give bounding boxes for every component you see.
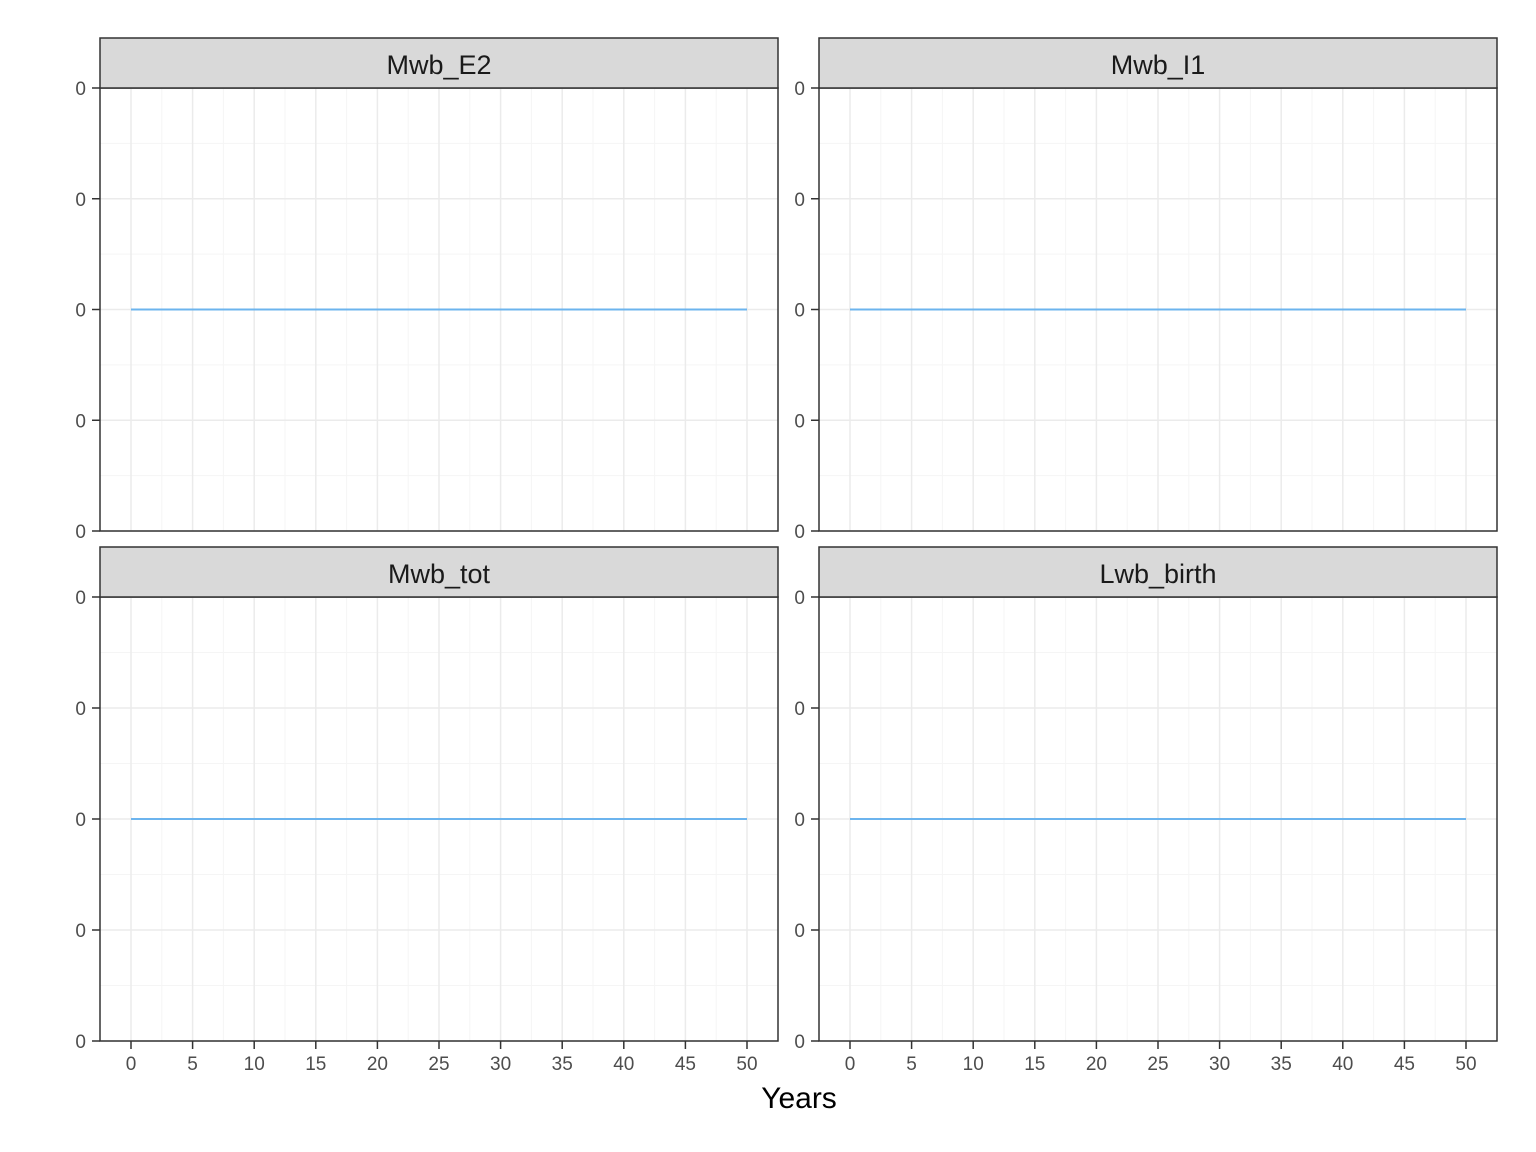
x-tick-label: 30 xyxy=(1209,1054,1230,1075)
strip-title: Mwb_I1 xyxy=(1111,50,1206,80)
y-tick-label: 0 xyxy=(794,301,805,322)
strip-title: Lwb_birth xyxy=(1099,559,1216,589)
y-tick-label: 0 xyxy=(75,301,86,322)
x-tick-label: 50 xyxy=(736,1054,757,1075)
y-tick-label: 0 xyxy=(75,1032,86,1053)
y-tick-label: 0 xyxy=(794,1032,805,1053)
strip-background xyxy=(99,546,779,598)
x-tick-label: 20 xyxy=(367,1054,388,1075)
strip-background xyxy=(99,37,779,89)
y-tick-label: 0 xyxy=(75,79,86,100)
panel-2: Mwb_I1 0 0 0 0 0 xyxy=(794,37,1498,543)
x-tick-label: 40 xyxy=(613,1054,634,1075)
y-tick-label: 0 xyxy=(75,588,86,609)
panels-layer: Mwb_E2 0 0 0 0 0 Mwb_I1 0 0 0 0 0 Mwb_tot 0 0 0 0 0 0 5 10 15… xyxy=(75,37,1498,1075)
y-tick-label: 0 xyxy=(794,921,805,942)
y-tick-label: 0 xyxy=(75,921,86,942)
y-tick-label: 0 xyxy=(794,699,805,720)
x-tick-label: 15 xyxy=(1024,1054,1045,1075)
x-tick-label: 10 xyxy=(244,1054,265,1075)
panel-4: Lwb_birth 0 0 0 0 0 0 5 10 15 20 25 30 35 40 45 50 xyxy=(794,546,1498,1075)
strip-background xyxy=(818,546,1498,598)
x-tick-label: 20 xyxy=(1086,1054,1107,1075)
y-tick-label: 0 xyxy=(794,79,805,100)
x-tick-label: 35 xyxy=(552,1054,573,1075)
x-tick-label: 10 xyxy=(963,1054,984,1075)
x-tick-label: 40 xyxy=(1332,1054,1353,1075)
x-tick-label: 5 xyxy=(906,1054,917,1075)
y-tick-label: 0 xyxy=(794,522,805,543)
strip-title: Mwb_tot xyxy=(388,559,491,589)
y-tick-label: 0 xyxy=(75,190,86,211)
x-tick-label: 0 xyxy=(126,1054,137,1075)
x-tick-label: 25 xyxy=(428,1054,449,1075)
x-tick-label: 45 xyxy=(1394,1054,1415,1075)
x-tick-label: 5 xyxy=(187,1054,198,1075)
y-tick-label: 0 xyxy=(794,411,805,432)
y-tick-label: 0 xyxy=(794,588,805,609)
y-tick-label: 0 xyxy=(75,522,86,543)
y-tick-label: 0 xyxy=(75,699,86,720)
y-tick-label: 0 xyxy=(75,411,86,432)
x-tick-label: 50 xyxy=(1455,1054,1476,1075)
y-tick-label: 0 xyxy=(794,190,805,211)
x-tick-label: 35 xyxy=(1271,1054,1292,1075)
x-tick-label: 0 xyxy=(845,1054,856,1075)
strip-title: Mwb_E2 xyxy=(386,50,491,80)
y-tick-label: 0 xyxy=(794,810,805,831)
panel-3: Mwb_tot 0 0 0 0 0 0 5 10 15 20 25 30 35 40 45 50 xyxy=(75,546,779,1075)
y-tick-label: 0 xyxy=(75,810,86,831)
x-tick-label: 45 xyxy=(675,1054,696,1075)
x-axis-title: Years xyxy=(761,1082,837,1115)
x-tick-label: 15 xyxy=(305,1054,326,1075)
x-tick-label: 25 xyxy=(1147,1054,1168,1075)
panel-1: Mwb_E2 0 0 0 0 0 xyxy=(75,37,779,543)
x-tick-label: 30 xyxy=(490,1054,511,1075)
strip-background xyxy=(818,37,1498,89)
